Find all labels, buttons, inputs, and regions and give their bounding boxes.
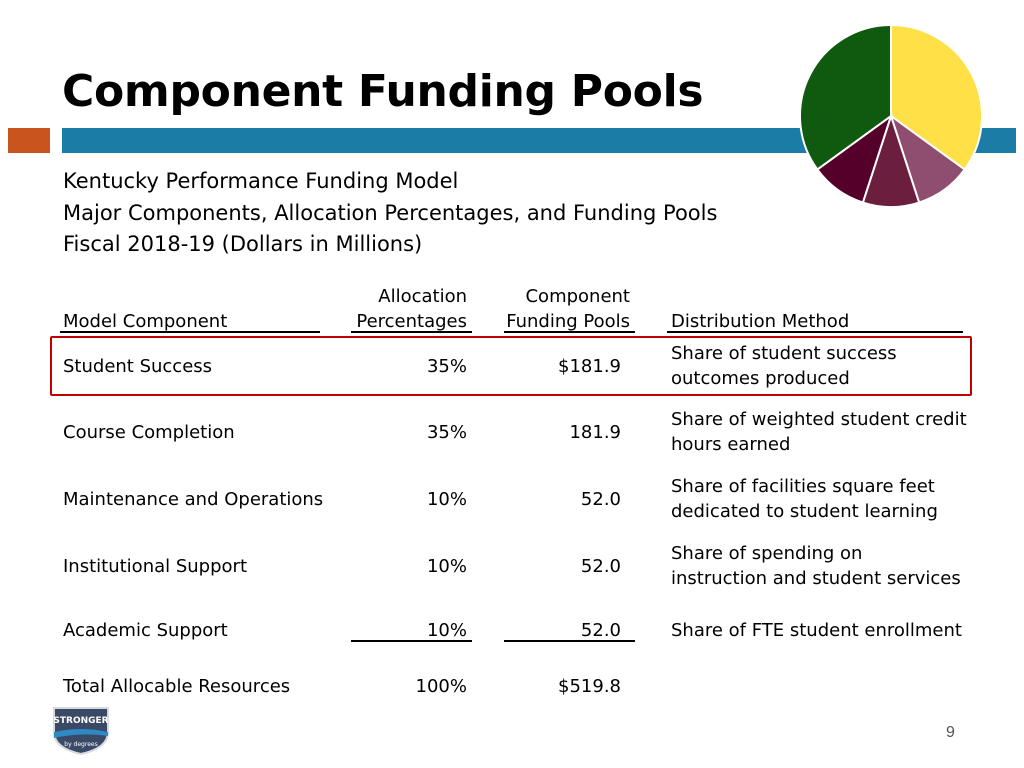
- pie-slice-0: [890, 23, 983, 171]
- row-component: Student Success: [63, 356, 213, 377]
- row-allocation: 10%: [426, 489, 467, 510]
- accent-bar-orange: [8, 128, 50, 153]
- row-allocation: 10%: [426, 620, 467, 641]
- row-method-line2: dedicated to student learning: [671, 501, 938, 522]
- row-component: Academic Support: [63, 620, 228, 641]
- row-component: Course Completion: [63, 422, 235, 443]
- row-allocation: 35%: [426, 356, 467, 377]
- header-pool-line2: Funding Pools: [506, 311, 630, 332]
- subtotal-underline-allocation: [351, 640, 472, 642]
- header-underline-pool: [504, 331, 635, 333]
- row-allocation: 10%: [426, 556, 467, 577]
- row-pool: 52.0: [580, 489, 621, 510]
- row-method-line2: outcomes produced: [671, 368, 850, 389]
- header-component: Model Component: [63, 311, 228, 332]
- row-method-line1: Share of student success: [671, 343, 897, 364]
- page-number: 9: [946, 724, 955, 741]
- subtotal-underline-pool: [504, 640, 635, 642]
- decorative-pie-chart: [799, 23, 983, 208]
- row-method-line1: Share of spending on: [671, 543, 863, 564]
- row-pool: 181.9: [569, 422, 621, 443]
- svg-text:STRONGER: STRONGER: [53, 716, 108, 726]
- header-underline-method: [667, 331, 963, 333]
- header-underline-allocation: [351, 331, 472, 333]
- stronger-by-degrees-logo: STRONGER by degrees: [53, 707, 109, 756]
- svg-text:by degrees: by degrees: [64, 741, 97, 748]
- total-pool: $519.8: [558, 676, 621, 697]
- row-component: Maintenance and Operations: [63, 489, 324, 510]
- total-allocation: 100%: [415, 676, 467, 697]
- header-pool-line1: Component: [525, 286, 630, 307]
- row-pool: 52.0: [580, 620, 621, 641]
- row-pool: $181.9: [558, 356, 621, 377]
- subtitle-line-1: Kentucky Performance Funding Model: [63, 169, 459, 193]
- row-method-line1: Share of FTE student enrollment: [671, 620, 962, 641]
- pie-slice-4: [799, 23, 892, 171]
- header-allocation-line2: Percentages: [356, 311, 467, 332]
- header-underline-component: [60, 331, 320, 333]
- row-method-line1: Share of facilities square feet: [671, 476, 935, 497]
- row-method-line2: instruction and student services: [671, 568, 961, 589]
- row-component: Institutional Support: [63, 556, 248, 577]
- subtitle-line-3: Fiscal 2018-19 (Dollars in Millions): [63, 232, 423, 256]
- header-method: Distribution Method: [671, 311, 850, 332]
- row-pool: 52.0: [580, 556, 621, 577]
- row-allocation: 35%: [426, 422, 467, 443]
- subtitle-line-2: Major Components, Allocation Percentages…: [63, 200, 718, 225]
- subtitle-block: Kentucky Performance Funding Model Major…: [63, 166, 717, 261]
- highlight-box: [50, 336, 972, 396]
- total-component: Total Allocable Resources: [63, 676, 291, 697]
- header-allocation-line1: Allocation: [378, 286, 467, 307]
- row-method-line2: hours earned: [671, 434, 791, 455]
- slide-title: Component Funding Pools: [62, 66, 704, 117]
- row-method-line1: Share of weighted student credit: [671, 409, 967, 430]
